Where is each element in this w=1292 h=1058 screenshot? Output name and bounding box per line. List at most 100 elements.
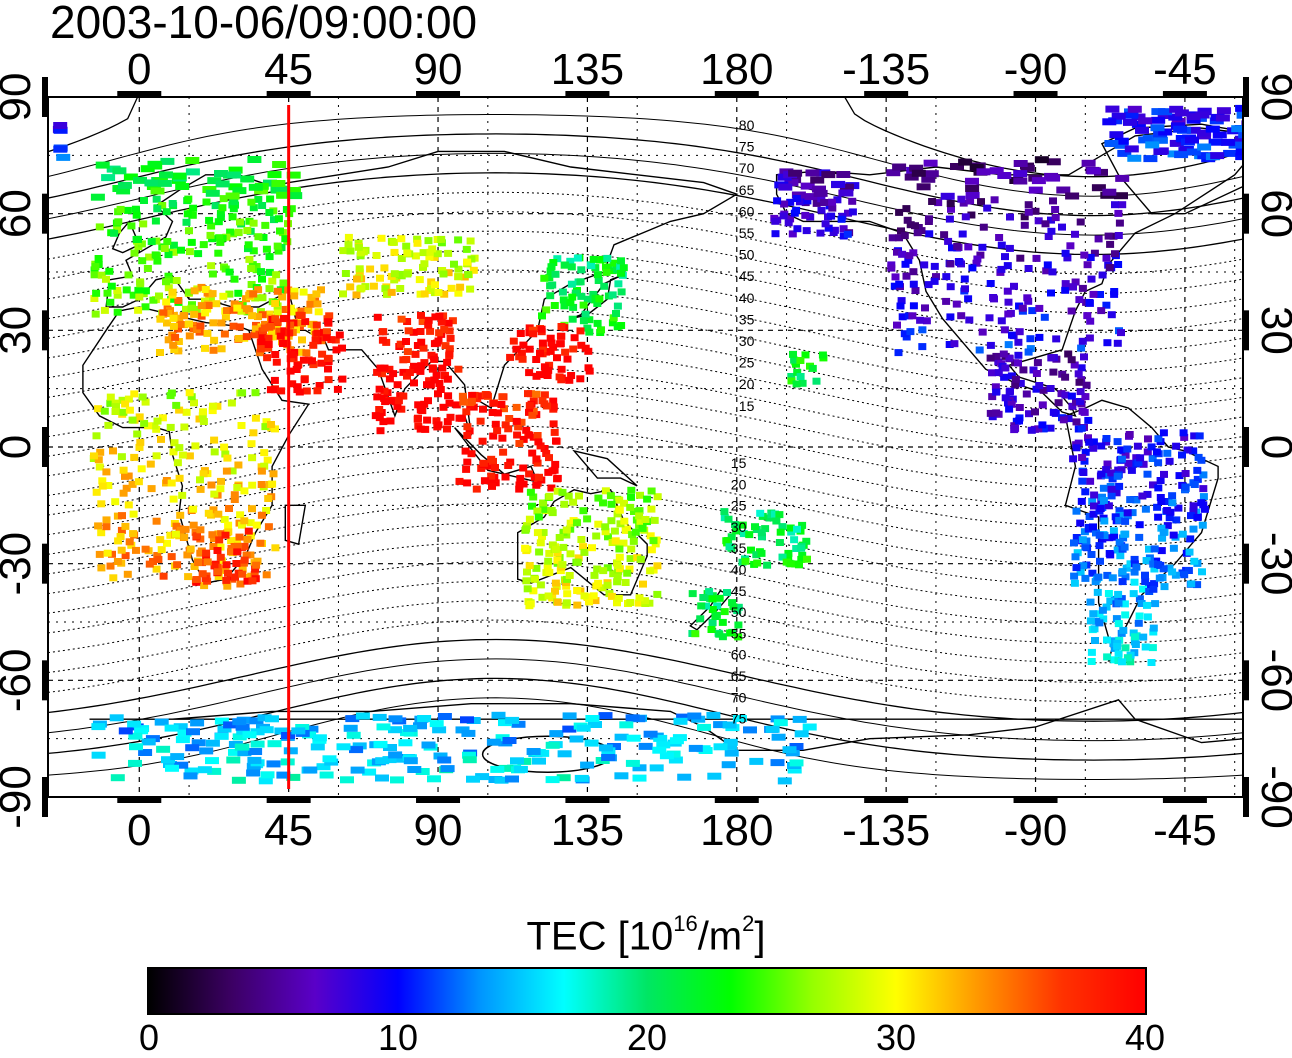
tec-pixel (463, 458, 472, 466)
tec-pixel (199, 241, 208, 249)
tec-pixel (1044, 233, 1053, 240)
tec-pixel (1149, 585, 1158, 593)
tec-pixel (513, 765, 528, 773)
tec-pixel (97, 271, 106, 279)
tec-pixel (258, 202, 267, 209)
tec-pixel (491, 420, 500, 428)
tec-region (455, 390, 562, 493)
tec-pixel (528, 411, 537, 419)
tec-pixel (454, 289, 463, 297)
tec-pixel (403, 757, 418, 765)
tec-pixel (1154, 435, 1163, 443)
tec-pixel (1081, 393, 1090, 401)
tec-pixel (216, 213, 225, 221)
tec-pixel (803, 555, 811, 563)
tec-pixel (990, 295, 998, 303)
tec-pixel (1235, 153, 1243, 161)
tec-pixel (92, 432, 101, 440)
tec-pixel (1123, 509, 1132, 517)
tec-pixel (382, 290, 391, 298)
contour-label: 65 (739, 182, 755, 198)
tec-pixel (129, 743, 143, 751)
tec-pixel (1208, 138, 1223, 146)
tec-pixel (167, 479, 176, 487)
tec-pixel (303, 766, 318, 774)
tec-pixel (463, 432, 472, 439)
tec-pixel (264, 523, 273, 531)
bottom-tick (864, 797, 909, 803)
tec-pixel (454, 236, 463, 244)
tec-pixel (1132, 563, 1141, 571)
tec-pixel (147, 160, 162, 168)
tec-pixel (98, 477, 107, 485)
tec-pixel (1175, 472, 1184, 480)
tec-pixel (1039, 386, 1048, 394)
tec-pixel (1197, 499, 1206, 507)
tec-pixel (512, 403, 521, 411)
tec-pixel (185, 332, 194, 340)
tec-pixel (185, 157, 200, 164)
tec-pixel (435, 380, 444, 387)
tec-pixel (1134, 619, 1143, 627)
tec-pixel (553, 474, 562, 482)
tec-pixel (323, 354, 332, 362)
tec-pixel (787, 766, 802, 774)
tec-pixel (715, 594, 724, 602)
tec-pixel (388, 715, 403, 723)
tec-pixel (152, 517, 161, 525)
tec-pixel (113, 308, 122, 316)
tec-pixel (216, 553, 225, 561)
tec-pixel (445, 350, 454, 358)
tec-pixel (646, 532, 655, 540)
tec-pixel (573, 254, 582, 262)
tec-pixel (1129, 590, 1138, 598)
tec-pixel (547, 263, 556, 271)
tec-pixel (1123, 445, 1132, 453)
tec-pixel (1020, 164, 1035, 172)
tec-pixel (1143, 613, 1152, 621)
tec-pixel (223, 582, 232, 590)
tec-pixel (214, 249, 223, 257)
tec-pixel (437, 756, 452, 764)
tec-pixel (631, 528, 640, 536)
tec-pixel (1108, 475, 1117, 483)
tec-pixel (619, 721, 634, 729)
tec-pixel (335, 331, 344, 339)
tec-pixel (613, 578, 622, 586)
tec-pixel (1061, 249, 1070, 257)
tec-pixel (436, 386, 445, 393)
tec-pixel (526, 488, 535, 496)
tec-pixel (708, 619, 717, 627)
tec-pixel (1147, 443, 1156, 451)
tec-pixel (189, 521, 198, 529)
tec-pixel (247, 198, 256, 206)
tec-pixel (991, 383, 1000, 391)
tec-pixel (1221, 138, 1236, 146)
tec-pixel (257, 714, 272, 722)
tec-pixel (1126, 560, 1135, 568)
tec-pixel (792, 360, 800, 368)
tec-pixel (106, 393, 115, 401)
tec-pixel (1090, 502, 1098, 510)
tec-pixel (1115, 516, 1124, 524)
tec-pixel (691, 630, 700, 638)
tec-pixel (116, 205, 125, 213)
tec-pixel (1070, 572, 1079, 580)
tec-pixel (602, 268, 611, 276)
top-tick (714, 91, 759, 97)
tec-pixel (290, 292, 299, 300)
tec-pixel (972, 259, 981, 267)
tec-pixel (250, 571, 259, 579)
tec-pixel (225, 192, 240, 200)
tec-pixel (381, 398, 390, 406)
tec-pixel (190, 287, 199, 295)
tec-pixel (555, 534, 564, 541)
tec-pixel (639, 580, 647, 588)
tec-pixel (1104, 140, 1119, 147)
tec-pixel (1124, 111, 1139, 119)
tec-pixel (343, 724, 358, 732)
tec-pixel (307, 293, 316, 301)
tec-pixel (626, 734, 641, 742)
tec-pixel (173, 561, 182, 569)
tec-pixel (1086, 617, 1095, 625)
